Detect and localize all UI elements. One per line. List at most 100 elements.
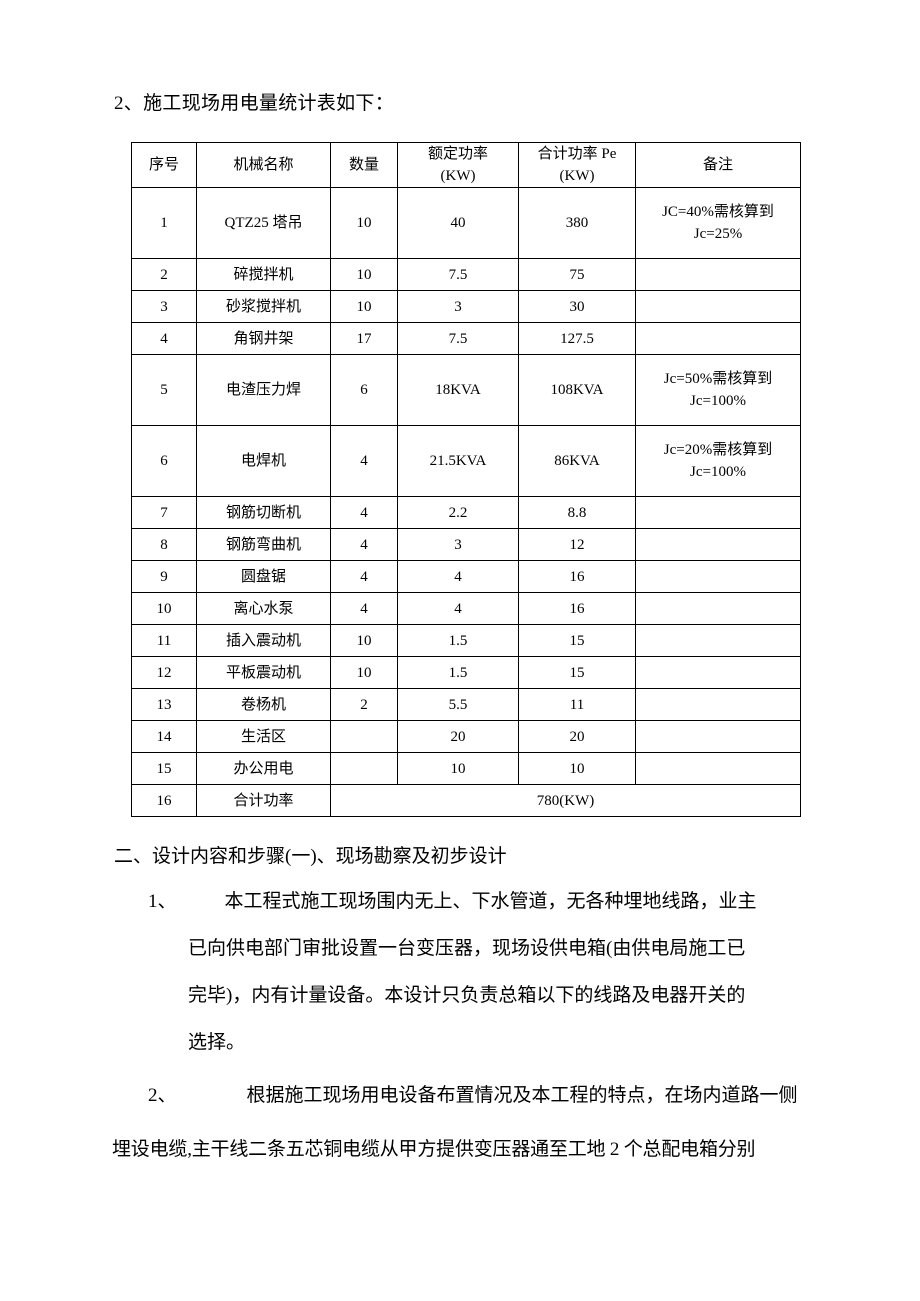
cell-remark bbox=[635, 258, 801, 291]
remark-line-1: Jc=20%需核算到 bbox=[663, 442, 773, 458]
header-cell-total-power: 合计功率 Pe (KW) bbox=[518, 142, 636, 188]
cell-remark bbox=[635, 624, 801, 657]
cell-remark: Jc=50%需核算到 Jc=100% bbox=[635, 354, 801, 426]
cell-rated: 5.5 bbox=[397, 688, 519, 721]
cell-qty: 4 bbox=[330, 592, 398, 625]
paragraph-2-line-2: 埋设电缆,主干线二条五芯铜电缆从甲方提供变压器通至工地 2 个总配电箱分别 bbox=[112, 1139, 756, 1160]
cell-total: 11 bbox=[518, 688, 636, 721]
paragraph-2-text-line-1: 根据施工现场用电设备布置情况及本工程的特点，在场内道路一侧 bbox=[246, 1085, 798, 1106]
cell-name: 砂浆搅拌机 bbox=[196, 290, 331, 323]
cell-rated: 3 bbox=[397, 290, 519, 323]
cell-rated: 18KVA bbox=[397, 354, 519, 426]
cell-total: 16 bbox=[518, 592, 636, 625]
cell-no: 4 bbox=[131, 322, 197, 355]
cell-no: 14 bbox=[131, 720, 197, 753]
cell-name: 电渣压力焊 bbox=[196, 354, 331, 426]
cell-name: 圆盘锯 bbox=[196, 560, 331, 593]
cell-qty: 4 bbox=[330, 496, 398, 529]
list-marker-2: 2、 bbox=[148, 1085, 177, 1106]
table-row: 11 插入震动机 10 1.5 15 bbox=[131, 624, 801, 657]
cell-no: 15 bbox=[131, 752, 197, 785]
cell-qty: 6 bbox=[330, 354, 398, 426]
cell-remark bbox=[635, 496, 801, 529]
cell-total: 108KVA bbox=[518, 354, 636, 426]
cell-no: 12 bbox=[131, 656, 197, 689]
header-cell-remark: 备注 bbox=[635, 142, 801, 188]
cell-no: 5 bbox=[131, 354, 197, 426]
cell-qty bbox=[330, 720, 398, 753]
cell-qty: 10 bbox=[330, 624, 398, 657]
cell-remark bbox=[635, 688, 801, 721]
paragraph-1-line-4: 选择。 bbox=[188, 1032, 246, 1053]
cell-total: 15 bbox=[518, 624, 636, 657]
cell-name: 生活区 bbox=[196, 720, 331, 753]
table-row: 1 QTZ25 塔吊 10 40 380 JC=40%需核算到 Jc=25% bbox=[131, 187, 801, 259]
cell-no: 13 bbox=[131, 688, 197, 721]
cell-remark bbox=[635, 720, 801, 753]
cell-total: 75 bbox=[518, 258, 636, 291]
cell-remark bbox=[635, 592, 801, 625]
cell-remark bbox=[635, 560, 801, 593]
table-row: 13 卷杨机 2 5.5 11 bbox=[131, 688, 801, 721]
cell-name: 卷杨机 bbox=[196, 688, 331, 721]
header-rated-unit: (KW) bbox=[440, 168, 476, 184]
cell-name: 钢筋弯曲机 bbox=[196, 528, 331, 561]
paragraph-1-line-3: 完毕)，内有计量设备。本设计只负责总箱以下的线路及电器开关的 bbox=[188, 985, 746, 1006]
cell-qty: 10 bbox=[330, 290, 398, 323]
remark-line-1: Jc=50%需核算到 bbox=[663, 371, 773, 387]
header-cell-qty: 数量 bbox=[330, 142, 398, 188]
remark-line-2: Jc=25% bbox=[693, 226, 743, 242]
table-row: 15 办公用电 10 10 bbox=[131, 752, 801, 785]
cell-no: 8 bbox=[131, 528, 197, 561]
cell-total: 8.8 bbox=[518, 496, 636, 529]
cell-remark bbox=[635, 752, 801, 785]
cell-remark bbox=[635, 528, 801, 561]
cell-name: 合计功率 bbox=[196, 784, 331, 817]
cell-rated: 10 bbox=[397, 752, 519, 785]
table-row: 8 钢筋弯曲机 4 3 12 bbox=[131, 528, 801, 561]
cell-qty: 4 bbox=[330, 560, 398, 593]
cell-total: 380 bbox=[518, 187, 636, 259]
table-row: 14 生活区 20 20 bbox=[131, 720, 801, 753]
remark-line-2: Jc=100% bbox=[690, 464, 746, 480]
cell-total: 86KVA bbox=[518, 425, 636, 497]
cell-qty: 4 bbox=[330, 425, 398, 497]
list-marker-1: 1、 bbox=[148, 891, 177, 912]
table-header-row: 序号 机械名称 数量 额定功率 (KW) 合计功率 Pe (KW) 备注 bbox=[131, 142, 801, 188]
cell-rated: 1.5 bbox=[397, 624, 519, 657]
remark-line-2: Jc=100% bbox=[690, 393, 746, 409]
cell-rated: 7.5 bbox=[397, 322, 519, 355]
cell-qty: 17 bbox=[330, 322, 398, 355]
header-total-unit: (KW) bbox=[559, 168, 595, 184]
cell-qty: 2 bbox=[330, 688, 398, 721]
table-caption: 2、施工现场用电量统计表如下： bbox=[114, 93, 395, 114]
table-total-row: 16 合计功率 780(KW) bbox=[131, 784, 801, 817]
cell-name: QTZ25 塔吊 bbox=[196, 187, 331, 259]
cell-rated: 4 bbox=[397, 592, 519, 625]
cell-total: 12 bbox=[518, 528, 636, 561]
remark-line-1: JC=40%需核算到 bbox=[662, 204, 774, 220]
cell-remark bbox=[635, 656, 801, 689]
cell-name: 钢筋切断机 bbox=[196, 496, 331, 529]
cell-total: 20 bbox=[518, 720, 636, 753]
cell-remark: Jc=20%需核算到 Jc=100% bbox=[635, 425, 801, 497]
header-cell-rated-power: 额定功率 (KW) bbox=[397, 142, 519, 188]
paragraph-1-text-line-1: 本工程式施工现场围内无上、下水管道，无各种埋地线路，业主 bbox=[224, 891, 757, 912]
table-row: 6 电焊机 4 21.5KVA 86KVA Jc=20%需核算到 Jc=100% bbox=[131, 425, 801, 497]
cell-total-power-value: 780(KW) bbox=[330, 784, 801, 817]
cell-no: 1 bbox=[131, 187, 197, 259]
cell-name: 碎搅拌机 bbox=[196, 258, 331, 291]
cell-remark bbox=[635, 290, 801, 323]
cell-rated: 7.5 bbox=[397, 258, 519, 291]
cell-remark bbox=[635, 322, 801, 355]
cell-total: 127.5 bbox=[518, 322, 636, 355]
cell-name: 离心水泵 bbox=[196, 592, 331, 625]
cell-rated: 20 bbox=[397, 720, 519, 753]
header-cell-name: 机械名称 bbox=[196, 142, 331, 188]
cell-no: 16 bbox=[131, 784, 197, 817]
table-row: 3 砂浆搅拌机 10 3 30 bbox=[131, 290, 801, 323]
cell-rated: 40 bbox=[397, 187, 519, 259]
cell-rated: 3 bbox=[397, 528, 519, 561]
table-row: 2 碎搅拌机 10 7.5 75 bbox=[131, 258, 801, 291]
